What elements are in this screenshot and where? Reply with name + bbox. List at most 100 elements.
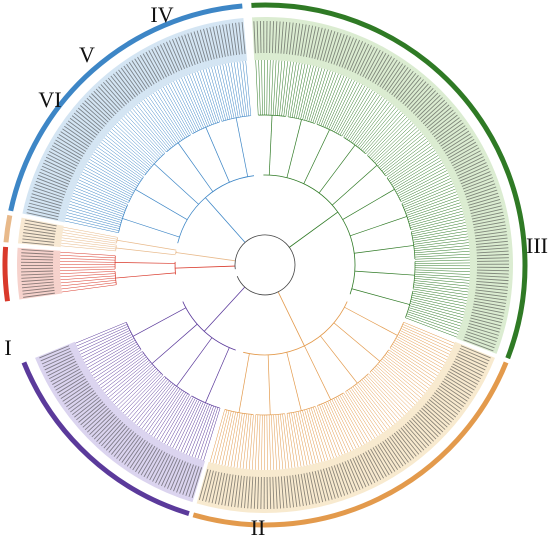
branch-tip [345,91,376,139]
leaf-label-mark [476,244,509,248]
leaf-label-mark [107,77,130,103]
branch-tip [394,340,443,369]
branch-tip [411,295,466,307]
branch-tip [145,97,179,143]
leaf-label-mark [458,165,488,179]
leaf-label-mark [459,168,490,182]
leaf-label-mark [30,196,62,207]
branch-tip [413,284,469,293]
branch-tip [102,356,147,391]
leaf-label-mark [476,253,509,257]
branch-tip [100,354,146,389]
leaf-label-mark [212,26,221,58]
leaf-label-mark [415,413,439,438]
branch-tip [208,67,225,121]
branch-tip [405,191,457,212]
leaf-label-mark [51,145,81,162]
branch-tip [294,63,306,118]
leaf-label-mark [214,472,223,504]
leaf-label-mark [277,21,281,54]
branch-tip [395,165,445,193]
branch-line [303,129,330,184]
branch-tip [412,290,467,301]
leaf-label-mark [469,199,501,209]
branch-tip [389,347,436,379]
leaf-label-mark [72,394,98,416]
branch-tip [203,408,221,461]
branch-tip [61,282,117,290]
branch-tip [112,365,154,403]
leaf-label-mark [196,30,207,62]
leaf-label-mark [333,34,345,65]
branch-tip [341,393,370,442]
branch-tip [410,301,464,316]
clade-arc-IV [8,3,243,212]
leaf-label-mark [166,41,180,72]
leaf-label-mark [449,144,478,162]
branch-arc [224,409,254,415]
leaf-label-mark [280,476,285,509]
leaf-label-mark [466,331,497,343]
leaf-label-mark [309,472,317,504]
branch-tip [283,61,291,117]
leaf-label-mark [39,171,70,185]
branch-tip [406,196,459,216]
branch-tip [409,208,463,224]
branch-tip [385,143,431,177]
leaf-label-mark [437,122,464,142]
clade-band-II [196,341,495,514]
leaf-label-mark [280,21,284,54]
branch-tip [113,126,155,165]
leaf-label-mark [398,429,420,455]
branch-tip [327,401,351,452]
leaf-label-mark [419,409,444,433]
branch-tip [414,267,470,270]
branch-tip [333,398,360,448]
branch-tip [412,230,468,241]
branch-tip [315,406,334,459]
branch-tip [64,220,119,234]
leaf-label-mark [205,470,214,502]
branch-tip [330,80,355,131]
branch-tip [324,76,347,128]
leaf-label-mark [382,441,401,469]
branch-tip [409,210,463,226]
leaf-label-mark [253,476,257,509]
branch-tip [251,414,256,470]
branch-tip [414,251,470,256]
branch-tip [121,118,161,158]
branch-tip [383,356,428,392]
leaf-label-mark [451,365,480,383]
branch-tip [312,70,331,123]
branch-tip [248,414,254,470]
clade-arc-III [251,2,528,360]
leaf-label-mark [347,460,361,490]
branch-tip [403,321,455,344]
leaf-label-mark [71,115,98,136]
branch-tip [410,216,465,230]
leaf-label-mark [476,269,509,272]
leaf-label-mark [134,58,153,87]
leaf-label-mark [395,72,417,99]
leaf-label-mark [398,75,419,101]
branch-tip [277,414,284,470]
branch-tip [355,101,390,146]
leaf-label-mark [45,358,76,374]
branch-tip [389,150,436,182]
leaf-label-mark [367,51,384,80]
branch-line [342,189,395,220]
leaf-label-mark [193,31,204,63]
branch-tip [398,332,449,358]
leaf-label-mark [218,473,226,505]
leaf-label-mark [346,39,360,70]
branch-tip [414,259,470,262]
leaf-label-mark [45,156,76,172]
branch-tip [413,288,468,298]
leaf-label-mark [140,447,158,476]
clade-band-IV [22,17,248,223]
branch-tip [396,336,446,363]
branch-line [176,337,213,387]
leaf-label-mark [28,205,60,215]
branch-tip [368,116,408,157]
